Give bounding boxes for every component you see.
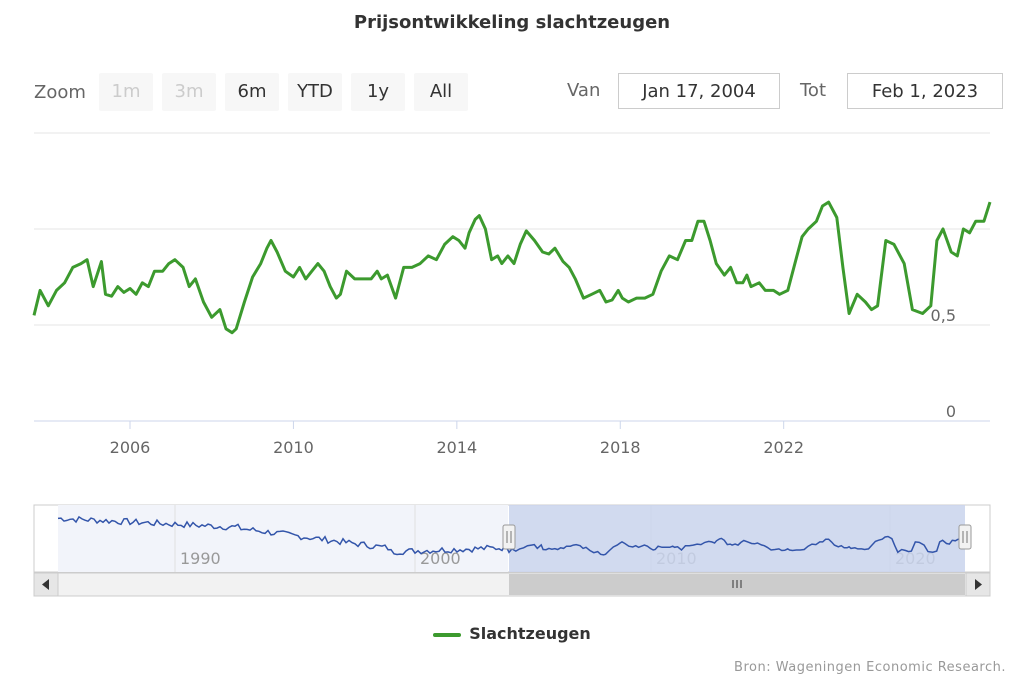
navigator-series-line — [57, 515, 966, 556]
zoom-6m-button[interactable]: 6m — [225, 73, 279, 111]
y-tick-label: 0 — [946, 402, 956, 421]
zoom-1m-button[interactable]: 1m — [99, 73, 153, 111]
y-tick-label: 0,5 — [931, 306, 956, 325]
navigator[interactable]: 1990200020102020 — [33, 504, 991, 573]
from-date-input[interactable]: Jan 17, 2004 — [618, 73, 780, 109]
navigator-selection[interactable] — [509, 505, 965, 572]
y-axis: 00,5 — [931, 306, 956, 421]
series-line-slachtzeugen — [32, 200, 992, 335]
legend-swatch — [433, 632, 462, 637]
navigator-handle-left[interactable] — [502, 524, 516, 550]
x-tick-label: 2014 — [436, 438, 477, 457]
scroll-left-button[interactable] — [33, 572, 59, 597]
navigator-tick-label: 1990 — [180, 549, 221, 568]
zoom-label: Zoom — [34, 82, 86, 103]
x-tick-label: 2010 — [273, 438, 314, 457]
navigator-outside-left — [58, 505, 508, 572]
legend-label[interactable]: Slachtzeugen — [469, 624, 591, 643]
arrow-right-icon — [975, 579, 982, 590]
scrollbar-thumb-grip-icon — [732, 580, 742, 588]
scrollbar[interactable] — [33, 572, 991, 597]
navigator-tick-label: 2000 — [420, 549, 461, 568]
zoom-ytd-button[interactable]: YTD — [288, 73, 342, 111]
credits[interactable]: Bron: Wageningen Economic Research. — [734, 660, 1006, 675]
x-tick-label: 2022 — [763, 438, 804, 457]
x-axis: 2006 2010 2014 2018 2022 — [110, 421, 804, 457]
to-date-input[interactable]: Feb 1, 2023 — [847, 73, 1003, 109]
to-label: Tot — [800, 80, 827, 101]
scroll-right-button[interactable] — [965, 572, 991, 597]
zoom-3m-button[interactable]: 3m — [162, 73, 216, 111]
legend[interactable]: Slachtzeugen — [0, 624, 1024, 643]
zoom-1y-button[interactable]: 1y — [351, 73, 405, 111]
grid-lines — [34, 132, 990, 422]
navigator-handle-right[interactable] — [958, 524, 972, 550]
x-tick-label: 2006 — [110, 438, 151, 457]
arrow-left-icon — [42, 579, 49, 590]
zoom-all-button[interactable]: All — [414, 73, 468, 111]
from-label: Van — [567, 80, 601, 101]
x-tick-label: 2018 — [600, 438, 641, 457]
chart-title: Prijsontwikkeling slachtzeugen — [353, 12, 671, 33]
